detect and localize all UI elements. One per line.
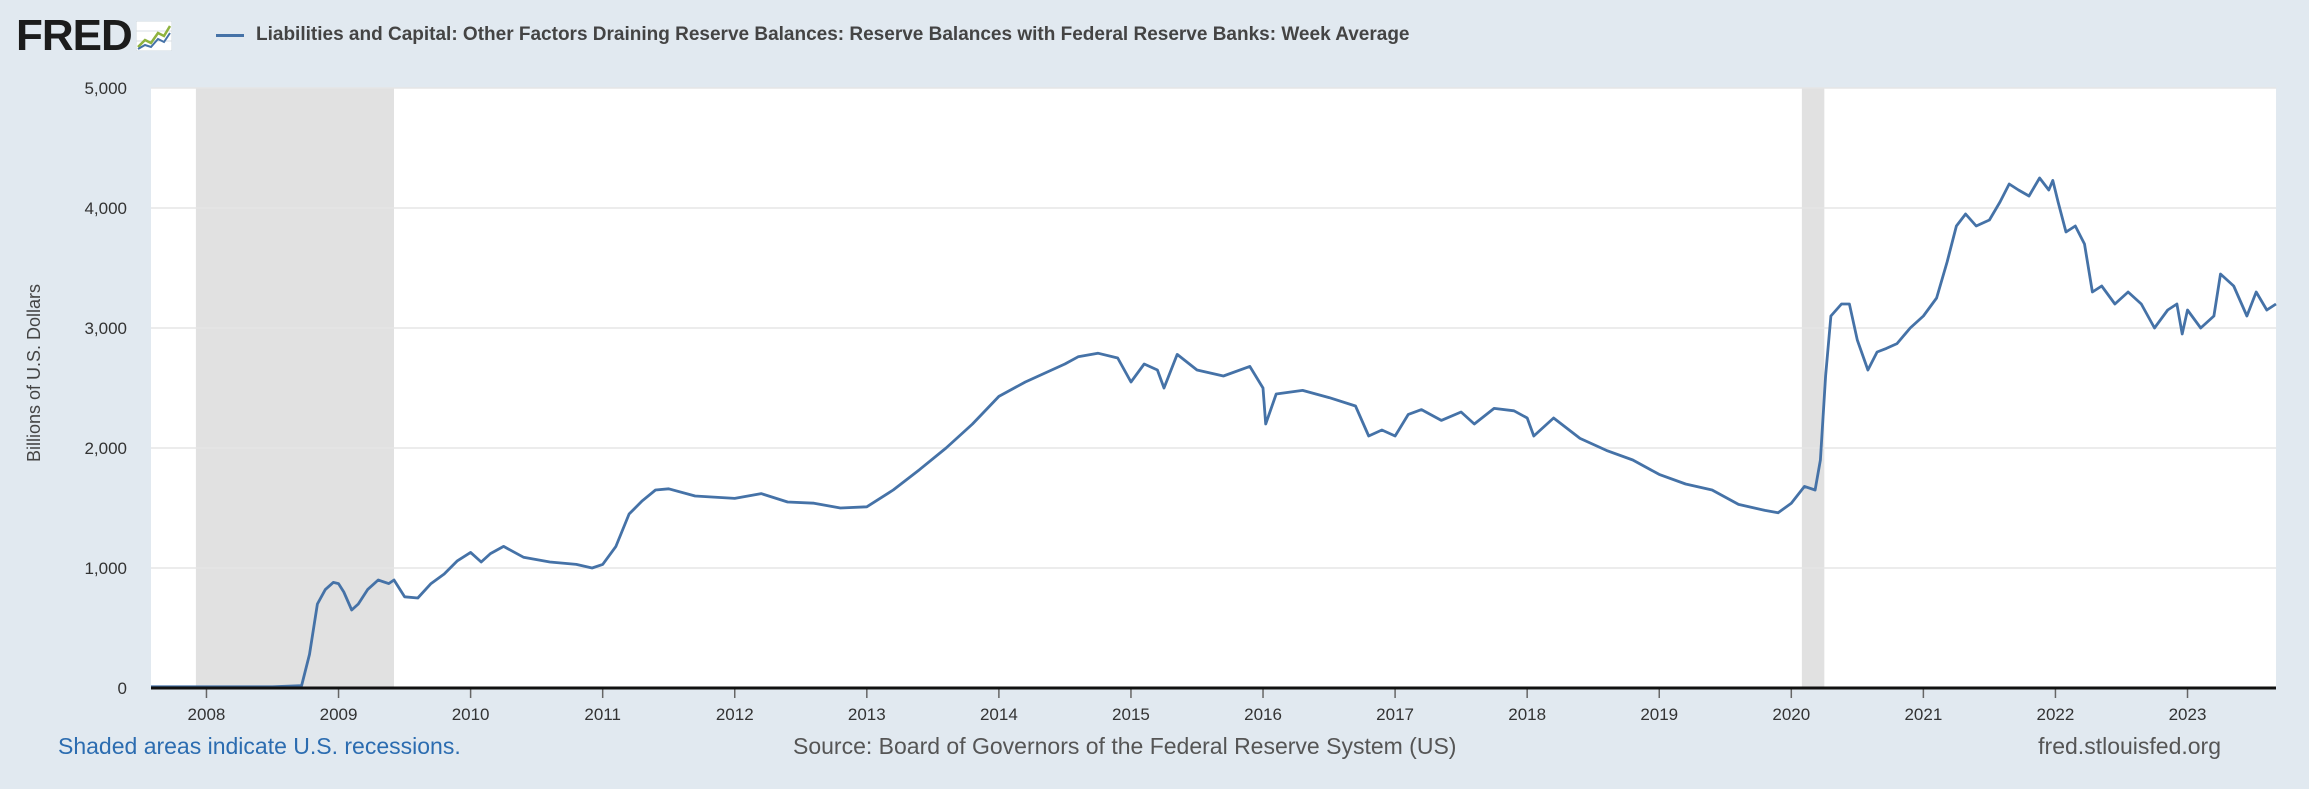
x-tick-label: 2020: [1772, 705, 1810, 724]
y-tick-label: 0: [118, 679, 127, 698]
y-tick-label: 3,000: [84, 319, 127, 338]
legend-series-title: Liabilities and Capital: Other Factors D…: [256, 24, 1410, 45]
y-tick-label: 2,000: [84, 439, 127, 458]
x-tick-label: 2012: [716, 705, 754, 724]
chart-legend: Liabilities and Capital: Other Factors D…: [216, 20, 1410, 50]
series-line-reserve-balances[interactable]: [151, 176, 2277, 689]
fred-logo[interactable]: FRED: [16, 12, 172, 60]
y-tick-label: 4,000: [84, 199, 127, 218]
x-tick-label: 2014: [980, 705, 1018, 724]
x-tick-label: 2016: [1244, 705, 1282, 724]
data-source: Source: Board of Governors of the Federa…: [793, 733, 1457, 759]
x-tick-label: 2018: [1508, 705, 1546, 724]
x-tick-label: 2017: [1376, 705, 1414, 724]
x-tick-label: 2009: [320, 705, 358, 724]
x-tick-label: 2015: [1112, 705, 1150, 724]
fred-logo-text: FRED: [16, 11, 133, 60]
x-tick-label: 2011: [584, 705, 621, 724]
x-tick-label: 2013: [848, 705, 886, 724]
y-axis-tick-labels: 0 1,000 2,000 3,000 4,000 5,000: [84, 79, 127, 698]
x-tick-label: 2010: [452, 705, 490, 724]
chart-header: FRED Liabilities and Capital: Other Fact…: [0, 0, 2309, 72]
chart-footer: Shaded areas indicate U.S. recessions. S…: [0, 725, 2309, 765]
x-tick-label: 2021: [1904, 705, 1942, 724]
recession-band-1: [1801, 88, 1825, 688]
x-tick-label: 2023: [2169, 705, 2207, 724]
site-link[interactable]: fred.stlouisfed.org: [2038, 733, 2221, 759]
legend-line-swatch: [216, 33, 244, 37]
y-tick-label: 5,000: [84, 79, 127, 98]
recession-band-0: [195, 88, 395, 688]
plot-background: [151, 88, 2276, 688]
y-axis-label: Billions of U.S. Dollars: [24, 284, 44, 462]
recession-note: Shaded areas indicate U.S. recessions.: [58, 733, 461, 759]
recession-shading: [195, 88, 1825, 688]
trend-graph-icon: [135, 21, 172, 51]
x-axis-ticks: 2008 2009 2010 2011 2012 2013 2014 2015 2016 2017…: [188, 688, 2207, 724]
x-tick-label: 2008: [188, 705, 226, 724]
y-tick-label: 1,000: [84, 559, 127, 578]
x-tick-label: 2022: [2037, 705, 2075, 724]
gridlines: [151, 87, 2276, 569]
x-tick-label: 2019: [1640, 705, 1678, 724]
